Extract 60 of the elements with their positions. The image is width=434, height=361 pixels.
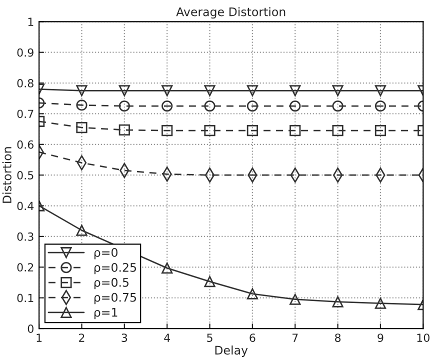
x-tick-label: 10 xyxy=(417,334,430,342)
point xyxy=(162,125,173,136)
point xyxy=(332,296,344,308)
point xyxy=(118,85,130,96)
point xyxy=(246,288,258,300)
point xyxy=(204,100,216,112)
point xyxy=(332,100,344,112)
y-tick-label: 0.8 xyxy=(17,79,34,88)
x-tick-label: 1 xyxy=(36,334,42,342)
point xyxy=(374,85,386,96)
point xyxy=(204,276,216,288)
point xyxy=(118,124,130,136)
x-tick-label: 4 xyxy=(164,334,170,342)
point xyxy=(76,85,88,96)
x-tick-label: 6 xyxy=(250,334,256,342)
point xyxy=(246,85,258,96)
x-tick-label: 8 xyxy=(335,334,341,342)
point xyxy=(290,85,301,96)
point xyxy=(118,100,130,112)
point xyxy=(204,85,216,96)
point xyxy=(162,100,173,112)
point xyxy=(162,85,173,96)
point xyxy=(332,125,344,136)
y-tick-label: 1 xyxy=(28,18,34,26)
y-tick-label: 0.5 xyxy=(17,171,34,180)
point xyxy=(374,298,386,309)
y-tick-label: 0 xyxy=(28,324,34,333)
point xyxy=(290,294,301,305)
x-tick-label: 5 xyxy=(207,334,212,342)
legend-label: ρ=0.75 xyxy=(94,292,136,304)
x-tick-label: 3 xyxy=(122,334,128,342)
point xyxy=(76,224,88,236)
y-tick-label: 0.6 xyxy=(17,140,34,149)
point xyxy=(204,125,216,136)
point xyxy=(162,262,173,274)
y-axis-title: Distortion xyxy=(2,147,12,203)
legend-label: ρ=0.5 xyxy=(94,278,128,290)
y-tick-label: 0.9 xyxy=(17,48,34,57)
x-axis-title: Delay xyxy=(215,346,248,357)
x-tick-label: 7 xyxy=(292,334,298,342)
y-tick-label: 0.4 xyxy=(17,202,34,210)
x-tick-label: 2 xyxy=(79,334,84,342)
legend-label: ρ=1 xyxy=(94,308,118,320)
chart-title: Average Distortion xyxy=(176,7,286,19)
point xyxy=(290,100,301,112)
y-tick-label: 0.7 xyxy=(17,110,34,118)
legend-label: ρ=0.25 xyxy=(94,262,136,274)
point xyxy=(374,100,386,112)
y-tick-label: 0.2 xyxy=(17,263,34,272)
y-tick-label: 0.3 xyxy=(17,232,34,241)
point xyxy=(246,100,258,112)
point xyxy=(374,125,386,136)
point xyxy=(246,125,258,136)
y-tick-label: 0.1 xyxy=(17,294,34,302)
x-tick-label: 9 xyxy=(378,334,384,342)
point xyxy=(76,122,88,134)
point xyxy=(76,100,88,111)
legend-label: ρ=0 xyxy=(94,248,118,260)
point xyxy=(332,85,344,96)
point xyxy=(290,125,301,136)
